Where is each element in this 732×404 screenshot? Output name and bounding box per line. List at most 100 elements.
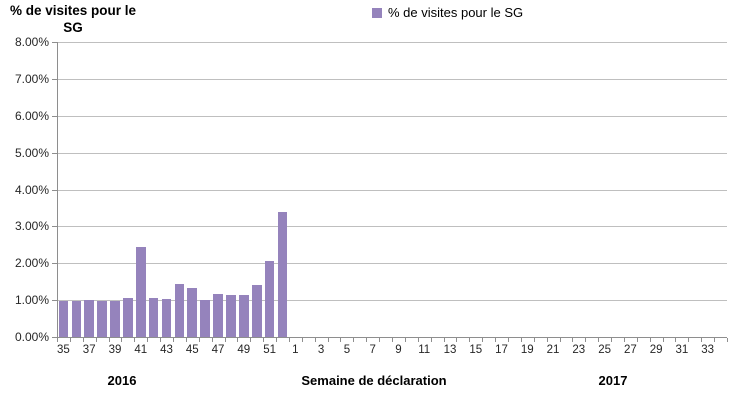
x-axis-tick: [185, 338, 187, 342]
y-axis-label: 5.00%: [14, 146, 49, 160]
x-axis-label: 23: [572, 344, 586, 356]
x-axis-tick: [172, 338, 174, 342]
x-axis-tick: [598, 338, 600, 342]
y-axis-tick: [52, 263, 57, 264]
x-axis-label: 27: [623, 344, 637, 356]
x-axis-tick: [443, 338, 445, 342]
gridline: [57, 116, 727, 117]
x-axis-tick: [430, 338, 432, 342]
x-axis-tick: [366, 338, 368, 342]
x-axis-tick: [276, 338, 278, 342]
y-axis-line: [57, 42, 58, 338]
x-axis-label: 47: [211, 344, 225, 356]
y-axis-tick: [52, 337, 57, 338]
bar-week-48: [226, 295, 236, 337]
x-axis-tick: [392, 338, 393, 342]
y-axis-tick: [52, 79, 57, 80]
legend-swatch: [372, 7, 382, 18]
x-axis-tick: [82, 338, 84, 342]
y-axis-label: 7.00%: [14, 72, 49, 86]
x-axis-label: 13: [443, 344, 457, 356]
x-axis-label: 17: [495, 344, 508, 356]
y-axis-tick: [52, 190, 57, 191]
x-axis-tick: [95, 338, 97, 342]
axis-title: % de visites pour le SG: [9, 3, 137, 35]
x-axis-tick: [662, 338, 664, 342]
y-axis-label: 4.00%: [14, 183, 49, 197]
x-axis-tick: [134, 338, 136, 342]
x-axis-label: 37: [82, 344, 96, 356]
x-axis-tick: [623, 338, 625, 342]
x-axis-label: 15: [469, 344, 483, 356]
bar-week-42: [148, 297, 159, 337]
x-axis-title: Semaine de déclaration: [301, 373, 447, 388]
x-axis-tick: [417, 338, 419, 342]
x-axis-label: 19: [520, 344, 534, 356]
bar-week-35: [58, 301, 69, 337]
gridline: [57, 263, 727, 264]
x-axis-tick: [469, 338, 471, 342]
bar-week-51: [264, 261, 275, 337]
x-axis-label: 29: [649, 344, 663, 356]
y-axis-label: 3.00%: [14, 219, 49, 233]
x-axis-tick: [675, 338, 677, 342]
x-axis-tick: [263, 338, 265, 342]
x-axis-label: 51: [263, 344, 276, 356]
legend-label: % de visites pour le SG: [388, 5, 524, 20]
bar-week-38: [97, 301, 107, 337]
x-axis-label: 21: [546, 344, 560, 356]
x-axis-tick: [559, 338, 561, 342]
bar-week-43: [161, 299, 172, 337]
x-axis-tick: [727, 338, 728, 342]
x-axis-tick: [121, 338, 123, 342]
gridline: [57, 42, 727, 43]
bar-week-45: [187, 287, 198, 337]
x-axis-label: 7: [369, 344, 376, 356]
x-axis-tick: [211, 338, 213, 342]
bar-week-39: [110, 301, 120, 337]
legend: % de visites pour le SG: [372, 5, 523, 20]
x-axis-tick: [520, 338, 522, 342]
y-axis-tick: [52, 300, 57, 301]
bar-week-46: [200, 300, 210, 337]
x-axis-label: 49: [237, 344, 251, 356]
x-axis-tick: [147, 338, 149, 342]
x-axis-label: 11: [418, 344, 431, 356]
bar-week-44: [174, 284, 185, 337]
x-axis-tick: [314, 338, 316, 342]
x-axis-tick: [224, 338, 226, 342]
x-axis-tick: [456, 338, 458, 342]
x-axis-tick: [404, 338, 406, 342]
x-axis-tick: [636, 338, 638, 342]
bar-week-50: [251, 285, 262, 337]
x-axis-tick: [688, 338, 690, 342]
y-axis-label: 6.00%: [14, 109, 49, 123]
x-axis-tick: [198, 338, 200, 342]
x-axis-tick: [533, 338, 535, 342]
x-axis-tick: [288, 338, 290, 342]
x-axis-tick: [546, 338, 548, 342]
y-axis-label: 0.00%: [14, 330, 49, 344]
bar-week-36: [71, 301, 82, 337]
x-axis-label: 25: [598, 344, 611, 356]
bar-week-37: [84, 300, 94, 337]
x-axis-tick: [611, 338, 613, 342]
x-axis-tick: [160, 338, 162, 342]
x-axis-label: 39: [108, 344, 122, 356]
year-label-2017: 2017: [598, 373, 628, 388]
x-axis-tick: [701, 338, 703, 342]
x-axis-label: 35: [57, 344, 70, 356]
x-axis-tick: [379, 338, 381, 342]
x-axis-tick: [507, 338, 509, 342]
x-axis-tick: [237, 338, 239, 342]
x-axis-tick: [649, 338, 651, 342]
x-axis-label: 3: [317, 344, 325, 356]
x-axis-tick: [69, 338, 71, 342]
y-axis-label: 1.00%: [14, 293, 49, 307]
gridline: [57, 300, 727, 301]
x-axis-tick: [572, 338, 574, 342]
year-label-2016: 2016: [107, 373, 137, 388]
x-axis-label: 43: [160, 344, 173, 356]
bar-week-52: [277, 211, 288, 337]
x-axis-tick: [585, 338, 587, 342]
